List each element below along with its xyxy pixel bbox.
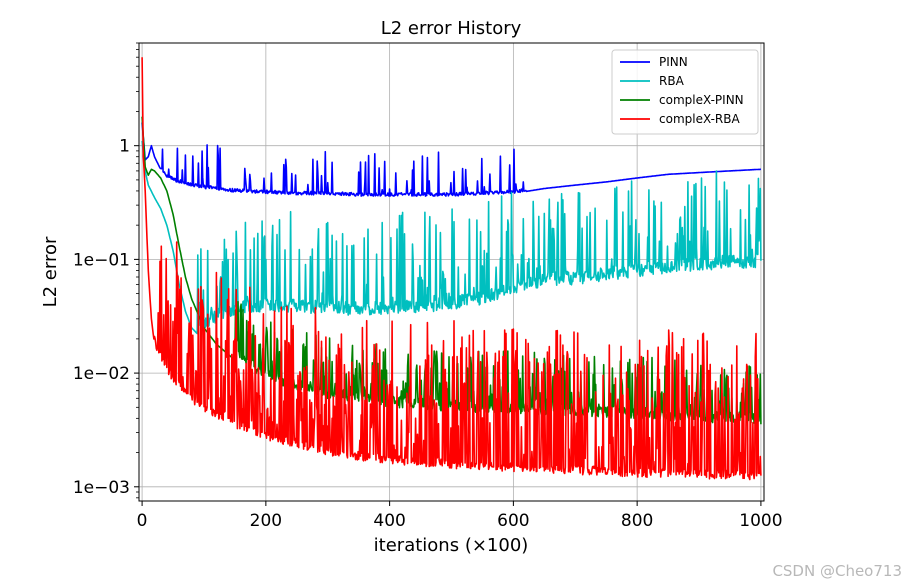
chart-title: L2 error History	[381, 18, 522, 39]
legend: PINN RBA compleX-PINN compleX-RBA	[611, 49, 759, 135]
y-tick-label: 1e−02	[73, 364, 130, 384]
x-tick-label: 1000	[739, 511, 782, 531]
x-tick-label: 200	[250, 511, 282, 531]
x-axis-label: iterations (×100)	[374, 535, 529, 556]
legend-label: RBA	[659, 74, 685, 88]
series-line-complex-rba	[141, 57, 762, 481]
x-tick-label: 0	[137, 511, 148, 531]
x-tick-label: 400	[373, 511, 405, 531]
series-layer	[141, 57, 762, 481]
y-axis: 1e−03 1e−02 1e−01 1	[73, 42, 139, 499]
x-tick-label: 600	[497, 511, 529, 531]
y-tick-label: 1e−01	[73, 250, 130, 270]
legend-label: compleX-PINN	[659, 93, 744, 107]
legend-label: PINN	[659, 55, 688, 69]
watermark: CSDN @Cheo713	[772, 562, 902, 580]
series-line-rba	[141, 140, 762, 335]
x-tick-label: 800	[621, 511, 653, 531]
series-line-pinn	[141, 122, 762, 197]
plot-frame	[138, 42, 765, 502]
legend-label: compleX-RBA	[659, 112, 740, 126]
y-tick-label: 1e−03	[73, 478, 130, 498]
legend-box	[611, 49, 759, 135]
y-axis-label: L2 error	[40, 236, 61, 307]
y-tick-label: 1	[119, 137, 130, 157]
x-axis: 0 200 400 600 800 1000	[137, 501, 783, 531]
